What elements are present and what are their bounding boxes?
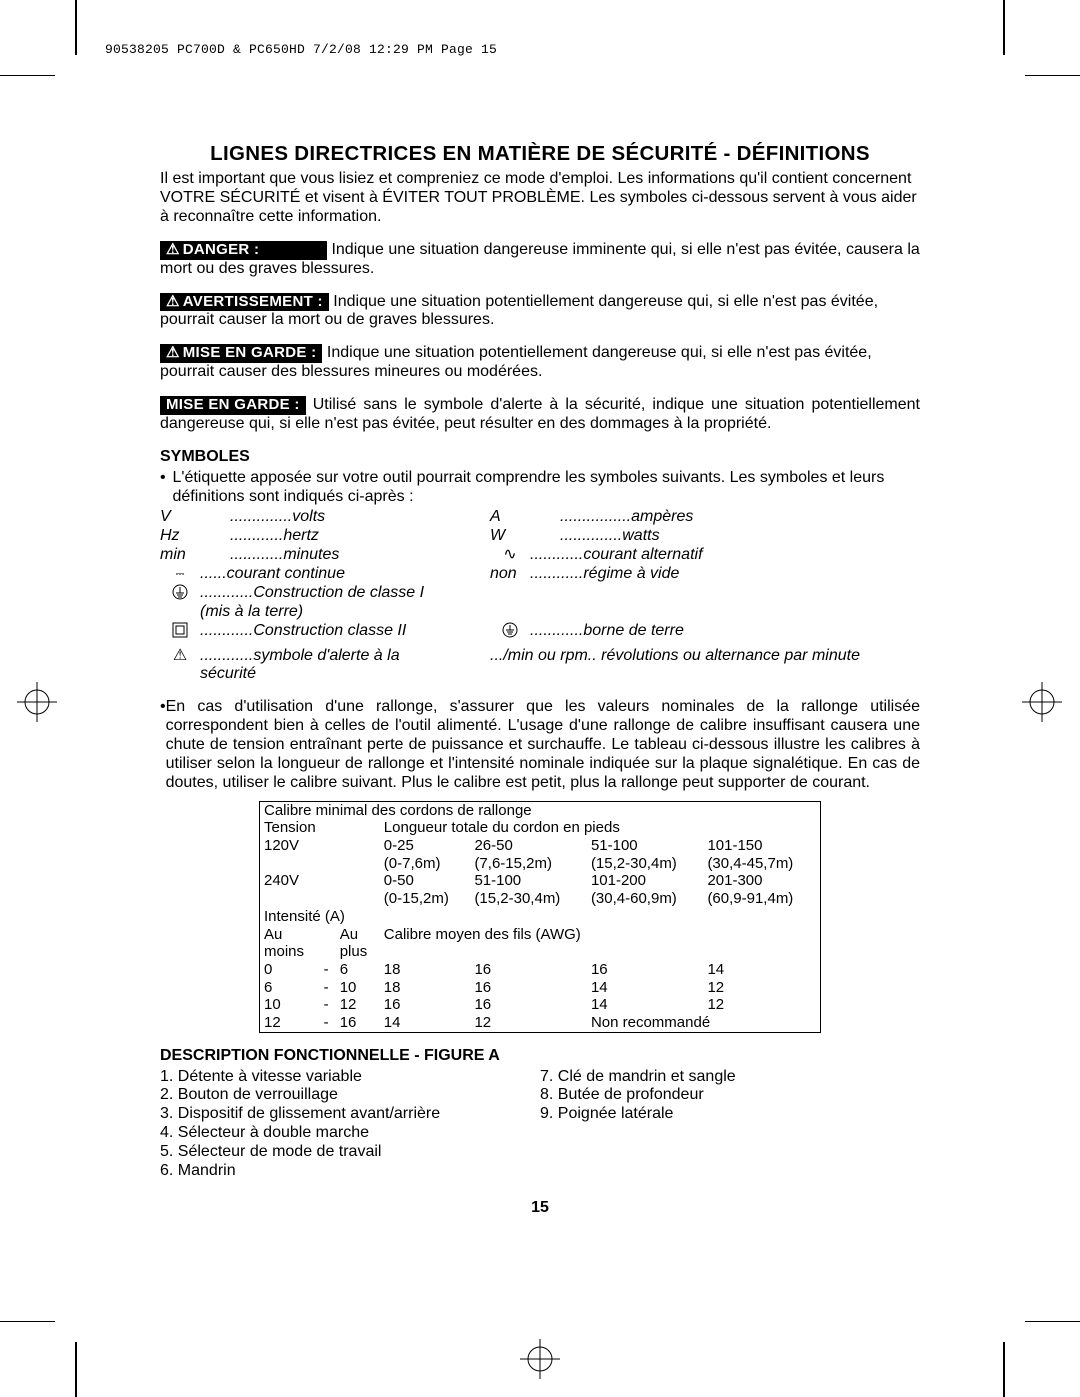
print-header: 90538205 PC700D & PC650HD 7/2/08 12:29 P… [105,42,497,57]
symbols-grid: V..............volts A................am… [160,508,920,684]
desc-columns: 1. Détente à vitesse variable2. Bouton d… [160,1068,920,1181]
table-row: 12-161412Non recommandé [260,1014,820,1032]
desc-right-col: 7. Clé de mandrin et sangle8. Butée de p… [540,1068,920,1181]
reg-target-left [15,680,60,725]
mise1-label: ⚠MISE EN GARDE : [160,344,322,363]
table-row: 10-1216161412 [260,996,820,1014]
page-number: 15 [160,1199,920,1218]
reg-target-right [1020,680,1065,725]
alert-icon: ⚠ [166,241,180,259]
symboles-intro: L'étiquette apposée sur votre outil pour… [173,469,921,507]
class2-icon [160,622,200,641]
page-title: LIGNES DIRECTRICES EN MATIÈRE DE SÉCURIT… [160,142,920,166]
desc-head: DESCRIPTION FONCTIONNELLE - FIGURE A [160,1047,920,1066]
list-item: 9. Poignée latérale [540,1105,920,1124]
list-item: 3. Dispositif de glissement avant/arrièr… [160,1105,540,1124]
danger-block: ⚠DANGER : Indique une situation dangereu… [160,241,920,279]
dc-icon: ⎓ [160,565,200,584]
ac-icon: ∿ [490,546,530,565]
list-item: 2. Bouton de verrouillage [160,1086,540,1105]
desc-left-col: 1. Détente à vitesse variable2. Bouton d… [160,1068,540,1181]
list-item: 7. Clé de mandrin et sangle [540,1068,920,1087]
list-item: 8. Butée de profondeur [540,1086,920,1105]
mise1-block: ⚠MISE EN GARDE : Indique une situation p… [160,344,920,382]
rallonge-text: En cas d'utilisation d'une rallonge, s'a… [166,698,920,792]
avert-block: ⚠AVERTISSEMENT : Indique une situation p… [160,293,920,331]
document-page: 90538205 PC700D & PC650HD 7/2/08 12:29 P… [0,0,1080,1397]
list-item: 5. Sélecteur de mode de travail [160,1143,540,1162]
symboles-bullet: • L'étiquette apposée sur votre outil po… [160,469,920,507]
table-row: 0-618161614 [260,961,820,979]
list-item: 4. Sélecteur à double marche [160,1124,540,1143]
class1-icon [160,584,200,603]
alert-icon: ⚠ [166,344,180,362]
alert-icon: ⚠ [160,647,200,666]
reg-target-bottom [518,1337,563,1382]
intro-text: Il est important que vous lisiez et comp… [160,170,920,227]
danger-label: ⚠DANGER : [160,241,327,260]
symboles-head: SYMBOLES [160,448,920,467]
ground-icon [490,622,530,641]
table-row: 6-1018161412 [260,979,820,997]
rallonge-bullet: • En cas d'utilisation d'une rallonge, s… [160,698,920,792]
avert-label: ⚠AVERTISSEMENT : [160,293,329,312]
alert-icon: ⚠ [166,293,180,311]
list-item: 1. Détente à vitesse variable [160,1068,540,1087]
mise2-label: MISE EN GARDE : [160,396,306,415]
cord-table: Calibre minimal des cordons de rallonge … [259,801,821,1033]
list-item: 6. Mandrin [160,1162,540,1181]
mise2-block: MISE EN GARDE : Utilisé sans le symbole … [160,396,920,434]
page-content: LIGNES DIRECTRICES EN MATIÈRE DE SÉCURIT… [160,142,920,1218]
